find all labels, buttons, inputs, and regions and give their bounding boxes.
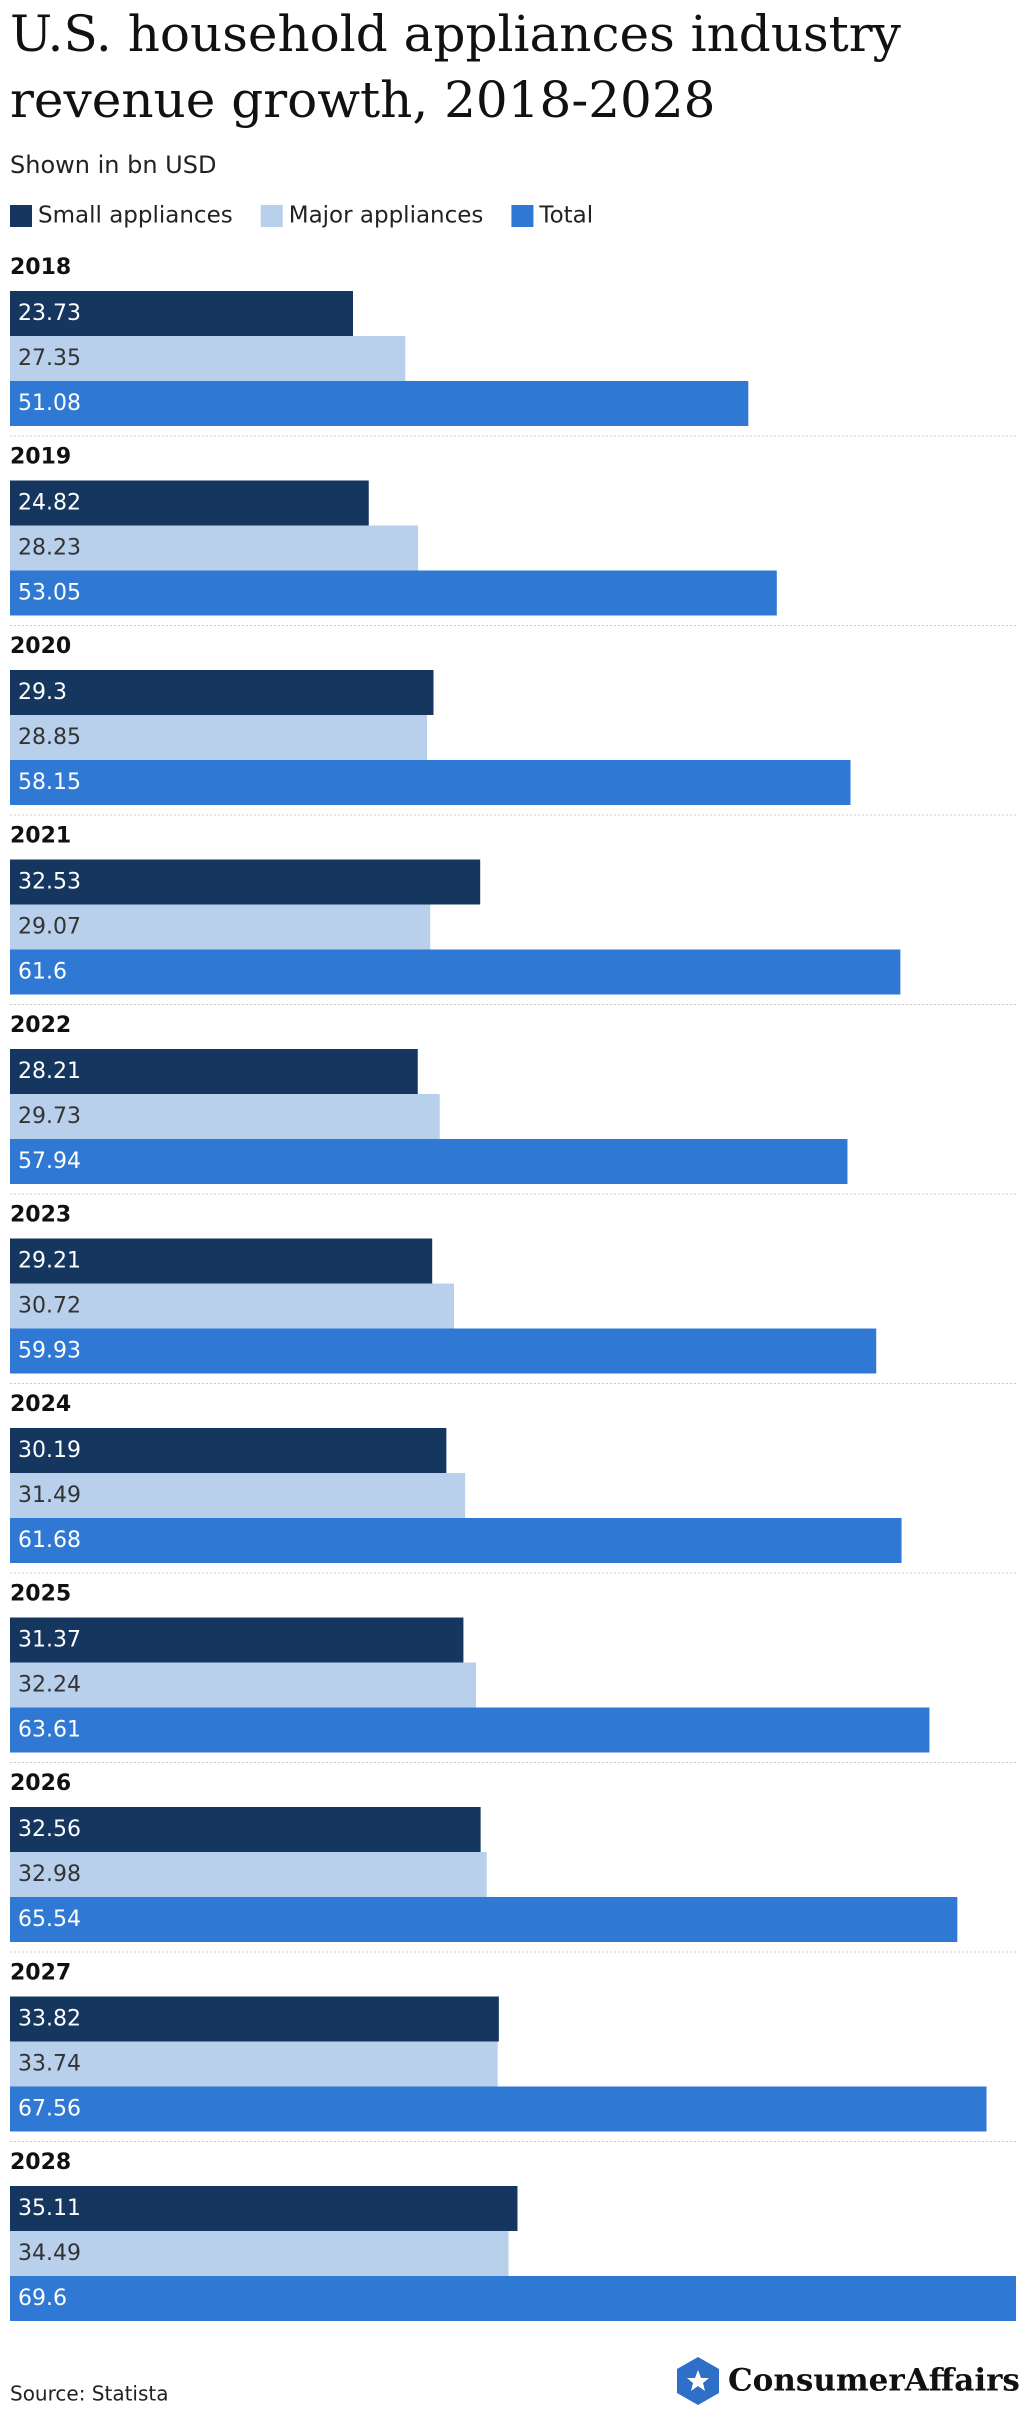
bar	[10, 1518, 902, 1563]
value-label: 53.05	[18, 581, 81, 606]
category-label: 2027	[10, 1961, 71, 1986]
value-label: 35.11	[18, 2196, 81, 2221]
category-label: 2021	[10, 824, 71, 849]
brand-name: ConsumerAffairs	[728, 2363, 1020, 2399]
bar	[10, 1139, 848, 1184]
bar	[10, 1897, 958, 1942]
chart-subtitle: Shown in bn USD	[10, 151, 216, 179]
value-label: 29.73	[18, 1104, 81, 1129]
bar	[10, 715, 427, 760]
bar	[10, 480, 369, 526]
category-label: 2024	[10, 1392, 71, 1417]
bar	[10, 1049, 418, 1094]
bar	[10, 949, 901, 995]
value-label: 24.82	[18, 491, 81, 516]
bar	[10, 1996, 499, 2042]
value-label: 61.68	[18, 1528, 81, 1553]
bar	[10, 2041, 498, 2087]
bar	[10, 1617, 464, 1663]
value-label: 32.24	[18, 1673, 81, 1698]
value-label: 31.49	[18, 1483, 81, 1508]
value-label: 30.72	[18, 1294, 81, 1319]
chart-title: U.S. household appliances industry revenu…	[10, 5, 902, 129]
category-label: 2020	[10, 634, 71, 659]
value-label: 23.73	[18, 301, 81, 326]
category-label: 2018	[10, 255, 71, 280]
value-label: 27.35	[18, 346, 81, 371]
legend-label: Major appliances	[289, 203, 484, 229]
bar	[10, 1283, 455, 1329]
value-label: 32.53	[18, 870, 81, 895]
bar	[10, 2186, 518, 2231]
value-label: 30.19	[18, 1438, 81, 1463]
bar	[10, 336, 406, 381]
value-label: 32.98	[18, 1862, 81, 1887]
bar	[10, 670, 434, 715]
bar	[10, 2086, 987, 2132]
value-label: 57.94	[18, 1149, 81, 1174]
bar	[10, 1852, 487, 1897]
bar	[10, 381, 749, 426]
bar	[10, 570, 777, 616]
value-label: 63.61	[18, 1718, 81, 1743]
category-label: 2028	[10, 2150, 71, 2175]
bar	[10, 1428, 447, 1473]
category-label: 2025	[10, 1582, 71, 1607]
value-label: 31.37	[18, 1628, 81, 1653]
value-label: 59.93	[18, 1339, 81, 1364]
legend-swatch	[260, 205, 283, 227]
value-label: 58.15	[18, 770, 81, 795]
logo-star	[687, 2370, 709, 2391]
brand-logo: ConsumerAffairs	[677, 2357, 1020, 2405]
value-label: 28.85	[18, 725, 81, 750]
value-label: 65.54	[18, 1907, 81, 1932]
legend-label: Small appliances	[38, 203, 233, 229]
bar	[10, 1328, 877, 1374]
value-label: 29.3	[18, 680, 67, 705]
value-label: 32.56	[18, 1817, 81, 1842]
bar	[10, 1238, 433, 1284]
value-label: 51.08	[18, 391, 81, 416]
bar	[10, 525, 419, 571]
bar	[10, 1094, 440, 1139]
value-label: 33.82	[18, 2007, 81, 2032]
value-label: 69.6	[18, 2286, 67, 2311]
category-label: 2022	[10, 1013, 71, 1038]
value-label: 34.49	[18, 2241, 81, 2266]
value-label: 33.74	[18, 2052, 81, 2077]
bar	[10, 2276, 1016, 2321]
value-label: 28.23	[18, 536, 81, 561]
bar	[10, 904, 431, 950]
category-label: 2019	[10, 445, 71, 470]
bar	[10, 859, 481, 905]
bar	[10, 291, 353, 336]
value-label: 28.21	[18, 1059, 81, 1084]
legend-swatch	[10, 205, 32, 227]
category-label: 2023	[10, 1203, 71, 1228]
bar	[10, 1807, 481, 1852]
value-label: 61.6	[18, 960, 67, 985]
value-label: 67.56	[18, 2097, 81, 2122]
bar	[10, 1473, 466, 1518]
legend-label: Total	[538, 203, 593, 229]
bar	[10, 2231, 509, 2276]
category-label: 2026	[10, 1771, 71, 1796]
value-label: 29.07	[18, 915, 81, 940]
bar	[10, 1707, 930, 1753]
legend-swatch	[511, 205, 534, 227]
value-label: 29.21	[18, 1249, 81, 1274]
source: Source: Statista	[10, 2382, 169, 2406]
bar	[10, 760, 851, 805]
bar	[10, 1662, 476, 1708]
